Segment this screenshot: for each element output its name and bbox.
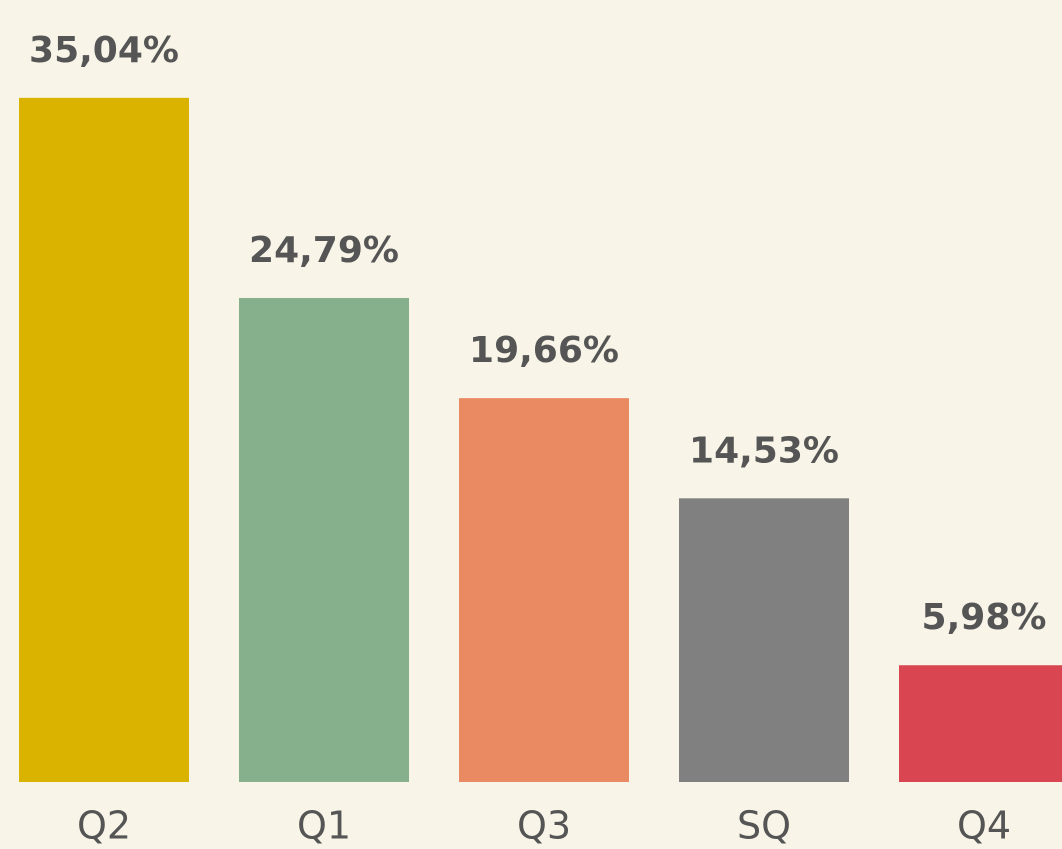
category-label: SQ <box>737 804 791 848</box>
value-label: 5,98% <box>922 597 1047 638</box>
value-label: 35,04% <box>29 30 179 71</box>
value-label: 24,79% <box>249 230 399 271</box>
bar <box>679 498 849 782</box>
bar <box>899 665 1062 782</box>
category-label: Q3 <box>517 804 571 848</box>
category-label: Q1 <box>297 804 351 848</box>
bar <box>239 297 409 782</box>
category-label: Q4 <box>957 804 1011 848</box>
bar <box>459 398 629 782</box>
bar <box>19 97 189 783</box>
value-label: 19,66% <box>469 330 619 371</box>
value-label: 14,53% <box>689 430 839 471</box>
category-label: Q2 <box>77 804 131 848</box>
